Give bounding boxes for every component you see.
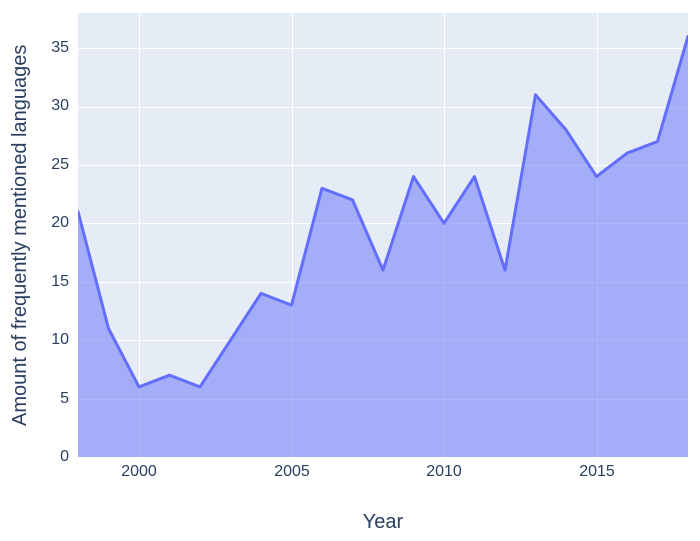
y-tick-label: 0	[60, 448, 69, 465]
x-tick-label: 2015	[579, 463, 615, 480]
y-tick-label: 25	[51, 156, 69, 173]
series-line	[78, 34, 688, 389]
x-tick-label: 2005	[274, 463, 310, 480]
horizontal-gridline	[78, 106, 688, 108]
horizontal-gridline	[78, 223, 688, 225]
vertical-gridline	[291, 13, 293, 457]
y-tick-label: 30	[51, 97, 69, 114]
x-axis-title: Year	[362, 511, 404, 533]
y-tick-label: 20	[51, 214, 69, 231]
y-tick-label: 10	[51, 331, 69, 348]
chart-canvas	[78, 34, 688, 457]
area-fill	[78, 36, 688, 457]
plot-area[interactable]	[78, 13, 688, 457]
x-tick-label: 2000	[121, 463, 157, 480]
y-tick-label: 15	[51, 273, 69, 290]
y-axis-tick-labels: 0 5 10 15 20 25 30 35	[0, 0, 74, 541]
vertical-gridline	[139, 13, 140, 457]
horizontal-gridline	[78, 164, 688, 166]
y-tick-label: 35	[51, 39, 69, 56]
y-tick-label: 5	[60, 390, 69, 407]
x-tick-label: 2010	[426, 463, 462, 480]
horizontal-gridline	[78, 48, 688, 50]
